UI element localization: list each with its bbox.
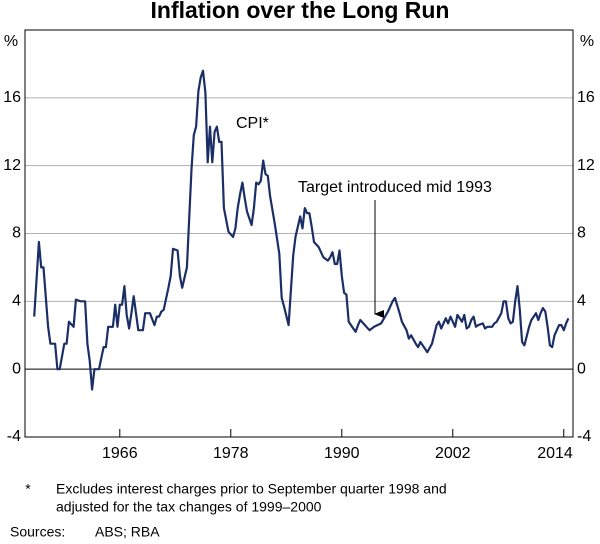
series-label: CPI*: [236, 115, 269, 132]
y-tick-label: 0: [577, 360, 586, 377]
y-tick-label: 12: [577, 157, 595, 174]
sources-text: ABS; RBA: [95, 524, 160, 540]
chart-title: Inflation over the Long Run: [151, 0, 450, 23]
y-tick-label: 16: [577, 89, 595, 106]
sources-label: Sources:: [10, 524, 65, 540]
y-tick-label: 12: [3, 157, 21, 174]
y-tick-label: 0: [12, 360, 21, 377]
x-tick-label: 1966: [102, 445, 138, 462]
annotation: Target introduced mid 1993: [298, 179, 492, 196]
y-tick-label: -4: [577, 428, 591, 445]
x-tick-label: 1990: [324, 445, 360, 462]
y-tick-label: 8: [12, 225, 21, 242]
y-tick-label: 8: [577, 225, 586, 242]
footnote-line: Excludes interest charges prior to Septe…: [56, 481, 447, 497]
footnote-marker: *: [25, 481, 31, 497]
plot-frame: [24, 29, 574, 438]
y-tick-label: 16: [3, 89, 21, 106]
y-tick-label: 4: [577, 293, 586, 310]
x-tick-label: 1978: [213, 445, 249, 462]
y-unit-right: %: [580, 33, 594, 50]
y-tick-label: -4: [7, 428, 21, 445]
y-tick-label: 4: [12, 293, 21, 310]
series-line: [33, 69, 570, 391]
x-tick-label: 2014: [537, 445, 573, 462]
y-unit-left: %: [4, 33, 18, 50]
footnote-line: adjusted for the tax changes of 1999–200…: [56, 499, 322, 515]
x-tick-label: 2002: [435, 445, 471, 462]
